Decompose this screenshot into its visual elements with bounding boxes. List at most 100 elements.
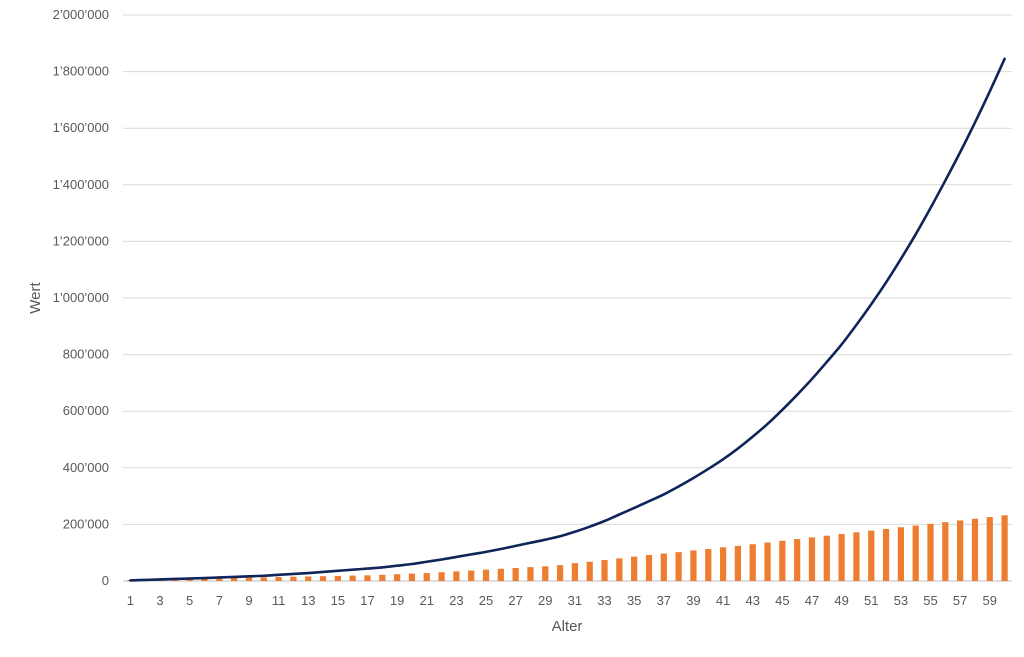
x-tick-label: 11: [272, 593, 286, 608]
bar: [305, 576, 312, 581]
bar: [349, 575, 356, 581]
line-path: [129, 57, 1006, 582]
bar: [408, 573, 416, 581]
bar: [645, 554, 653, 581]
bar: [897, 527, 904, 581]
y-axis-ticks: 0 200’000 400’000 600’000 800’000 1’000’000 1’…: [53, 7, 109, 588]
bar: [571, 563, 579, 581]
bar: [260, 577, 267, 581]
bar: [468, 570, 475, 581]
bar: [705, 549, 712, 581]
x-tick-label: 55: [923, 593, 937, 608]
bar: [334, 575, 341, 581]
bar: [690, 550, 697, 581]
bar: [438, 572, 445, 581]
x-axis-ticks: 1 3 5 7 9 11 13 15 17 19 21 23 25 27 29 31 33 35 37 39 41 43 4…: [127, 593, 997, 608]
line-series: [129, 57, 1006, 582]
bar: [290, 576, 297, 581]
bar: [971, 518, 979, 581]
x-tick-label: 15: [331, 593, 345, 608]
x-tick-label: 33: [597, 593, 611, 608]
x-tick-label: 45: [775, 593, 789, 608]
bar: [675, 552, 682, 581]
x-tick-label: 57: [953, 593, 967, 608]
bar: [245, 577, 253, 581]
bar: [734, 545, 742, 581]
x-tick-label: 19: [390, 593, 404, 608]
x-tick-label: 31: [568, 593, 582, 608]
x-tick-label: 3: [156, 593, 163, 608]
bar: [601, 560, 608, 581]
bar: [275, 577, 282, 581]
bar: [808, 537, 816, 581]
x-tick-label: 21: [420, 593, 434, 608]
bar: [319, 576, 327, 581]
bar: [957, 520, 964, 581]
bar: [497, 568, 504, 581]
bar-series: [127, 515, 1008, 581]
x-tick-label: 41: [716, 593, 730, 608]
bar: [749, 544, 756, 581]
x-tick-label: 39: [686, 593, 700, 608]
x-tick-label: 5: [186, 593, 193, 608]
y-tick-label: 1’400’000: [53, 177, 109, 192]
x-tick-label: 25: [479, 593, 493, 608]
bar: [231, 577, 238, 581]
bar: [882, 528, 890, 581]
y-tick-label: 1’000’000: [53, 290, 109, 305]
y-tick-label: 2’000’000: [53, 7, 109, 22]
bar: [216, 578, 223, 581]
x-tick-label: 13: [301, 593, 315, 608]
x-tick-label: 9: [245, 593, 252, 608]
x-tick-label: 35: [627, 593, 641, 608]
bar: [556, 565, 564, 581]
gridlines: [123, 14, 1012, 582]
bar: [542, 566, 549, 581]
bar: [912, 525, 919, 581]
bar: [379, 574, 386, 581]
x-tick-label: 49: [834, 593, 848, 608]
x-tick-label: 37: [657, 593, 671, 608]
y-tick-label: 1’200’000: [53, 233, 109, 248]
x-tick-label: 47: [805, 593, 819, 608]
y-tick-label: 800’000: [63, 347, 109, 362]
bar: [779, 540, 786, 581]
bar: [660, 553, 667, 581]
bar: [838, 534, 845, 581]
bar: [616, 558, 623, 581]
bar: [453, 571, 460, 581]
bar: [853, 532, 860, 581]
x-tick-label: 7: [216, 593, 223, 608]
y-tick-label: 600’000: [63, 403, 109, 418]
y-tick-label: 1’800’000: [53, 64, 109, 79]
x-tick-label: 53: [894, 593, 908, 608]
bar: [527, 567, 534, 581]
y-axis-title: Wert: [27, 281, 44, 313]
bar: [186, 578, 193, 581]
bar: [393, 574, 401, 581]
bar: [823, 535, 830, 581]
x-tick-label: 51: [864, 593, 878, 608]
bar: [986, 517, 993, 581]
bar: [719, 547, 727, 581]
bar: [942, 522, 949, 581]
bar: [364, 575, 371, 581]
x-tick-label: 23: [449, 593, 463, 608]
bar: [586, 561, 593, 581]
x-tick-label: 29: [538, 593, 552, 608]
x-tick-label: 1: [127, 593, 134, 608]
x-tick-label: 59: [983, 593, 997, 608]
bar: [794, 539, 801, 581]
bar: [423, 573, 430, 581]
bar: [927, 523, 934, 581]
bar: [631, 556, 638, 581]
bar: [764, 542, 771, 581]
y-tick-label: 1’600’000: [53, 120, 109, 135]
y-tick-label: 200’000: [63, 516, 109, 531]
bar: [1001, 515, 1008, 581]
bar: [868, 530, 875, 581]
bar: [201, 578, 208, 581]
x-axis-title: Alter: [552, 618, 583, 635]
